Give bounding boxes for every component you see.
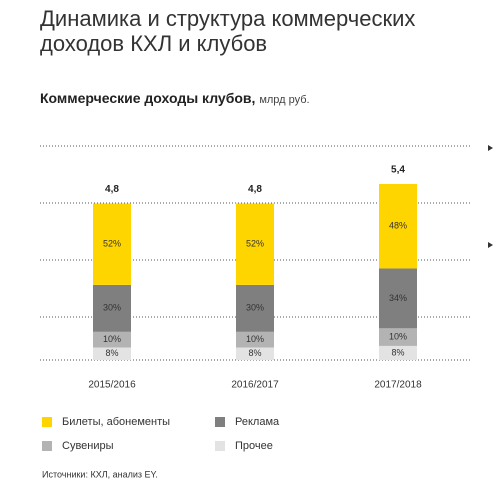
bar-segment [379, 183, 417, 269]
segment-label: 34% [389, 293, 407, 303]
segment-label: 30% [246, 303, 264, 313]
bar-segment [93, 347, 131, 360]
segment-label: 8% [248, 348, 261, 358]
legend-label: Прочее [235, 440, 273, 452]
total-label: 4,8 [248, 184, 262, 195]
bar-segment [93, 331, 131, 348]
total-label: 4,8 [105, 184, 119, 195]
segment-label: 8% [391, 347, 404, 357]
segment-label: 52% [246, 239, 264, 249]
segment-label: 8% [105, 348, 118, 358]
segment-label: 52% [103, 239, 121, 249]
bar-segment [236, 331, 274, 348]
segment-label: 10% [389, 331, 407, 341]
bar-segment [236, 347, 274, 360]
bar-segment [379, 328, 417, 346]
marker [488, 145, 493, 151]
bar-segment [379, 268, 417, 329]
legend-label: Реклама [235, 416, 280, 428]
legend-swatch [42, 417, 52, 427]
chart-title: Динамика и структура коммерческих доходо… [40, 6, 416, 56]
legend-label: Сувениры [62, 440, 114, 452]
unit: млрд руб. [259, 94, 310, 106]
x-tick-label: 2015/2016 [88, 380, 136, 391]
legend-swatch [215, 417, 225, 427]
segment-label: 10% [246, 334, 264, 344]
bar-segment [236, 203, 274, 285]
x-tick-label: 2016/2017 [231, 380, 279, 391]
subtitle: Коммерческие доходы клубов, [40, 90, 256, 106]
source: Источники: КХЛ, анализ EY. [42, 469, 158, 479]
segment-label: 30% [103, 303, 121, 313]
total-label: 5,4 [391, 165, 405, 176]
marker [488, 242, 493, 248]
bar-segment [93, 203, 131, 285]
bar-segment [93, 284, 131, 332]
x-tick-label: 2017/2018 [374, 380, 422, 391]
segment-label: 10% [103, 334, 121, 344]
segment-label: 48% [389, 221, 407, 231]
bar-segment [379, 345, 417, 360]
legend-label: Билеты, абонементы [62, 416, 170, 428]
chart-subtitle: Коммерческие доходы клубов, млрд руб. [40, 90, 310, 106]
legend-swatch [215, 441, 225, 451]
legend-swatch [42, 441, 52, 451]
bar-segment [236, 284, 274, 332]
